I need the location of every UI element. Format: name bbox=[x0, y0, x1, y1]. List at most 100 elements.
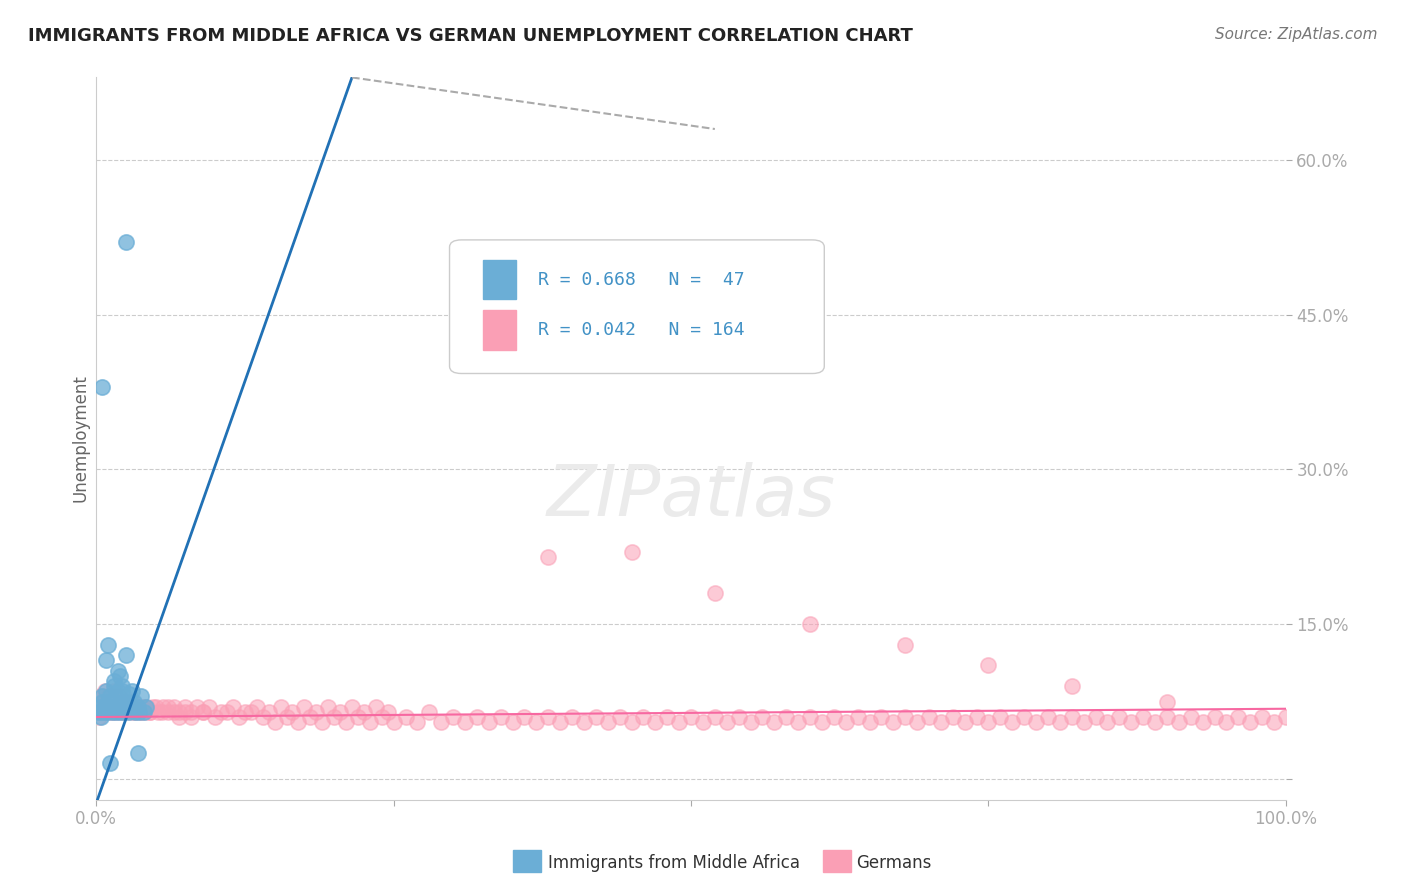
Point bbox=[107, 699, 129, 714]
Text: ZIPatlas: ZIPatlas bbox=[547, 462, 835, 531]
Point bbox=[478, 715, 501, 730]
Point bbox=[353, 705, 375, 719]
Point bbox=[1144, 715, 1167, 730]
Point bbox=[596, 715, 619, 730]
Point bbox=[763, 715, 786, 730]
Point bbox=[977, 658, 1000, 673]
Point bbox=[94, 684, 117, 698]
Point bbox=[703, 710, 725, 724]
Point bbox=[91, 705, 114, 719]
Point bbox=[548, 715, 571, 730]
Point bbox=[633, 710, 655, 724]
Point bbox=[97, 694, 120, 708]
Point bbox=[129, 705, 152, 719]
Point bbox=[104, 705, 127, 719]
Point bbox=[118, 705, 141, 719]
Point bbox=[98, 699, 121, 714]
Point bbox=[1215, 715, 1237, 730]
Point bbox=[370, 710, 392, 724]
Point bbox=[107, 694, 129, 708]
Point bbox=[96, 694, 118, 708]
Point bbox=[89, 699, 111, 714]
Point bbox=[441, 710, 464, 724]
Point bbox=[716, 715, 738, 730]
Point bbox=[335, 715, 357, 730]
Point bbox=[811, 715, 834, 730]
Point bbox=[110, 694, 132, 708]
Point bbox=[146, 705, 169, 719]
Point bbox=[112, 690, 135, 704]
Point bbox=[115, 699, 138, 714]
Point bbox=[1156, 694, 1178, 708]
Point bbox=[86, 705, 108, 719]
Point bbox=[180, 705, 202, 719]
Point bbox=[117, 694, 139, 708]
Point bbox=[90, 710, 112, 724]
Point bbox=[430, 715, 453, 730]
Point bbox=[1060, 679, 1083, 693]
Point bbox=[585, 710, 607, 724]
Point bbox=[1191, 715, 1213, 730]
Point bbox=[311, 715, 333, 730]
Point bbox=[115, 235, 138, 250]
Point bbox=[858, 715, 880, 730]
Point bbox=[692, 715, 714, 730]
Point bbox=[152, 699, 174, 714]
Point bbox=[287, 715, 309, 730]
Point bbox=[644, 715, 666, 730]
Point bbox=[668, 715, 690, 730]
Point bbox=[103, 690, 125, 704]
Point bbox=[1073, 715, 1095, 730]
Point bbox=[609, 710, 631, 724]
Point bbox=[228, 710, 250, 724]
Point bbox=[406, 715, 429, 730]
Point bbox=[156, 705, 179, 719]
Point bbox=[263, 715, 285, 730]
Point bbox=[122, 699, 145, 714]
Point bbox=[97, 638, 120, 652]
Point bbox=[145, 699, 167, 714]
Point bbox=[1121, 715, 1143, 730]
Point bbox=[103, 673, 125, 688]
Point bbox=[135, 699, 157, 714]
Point bbox=[150, 705, 173, 719]
Point bbox=[329, 705, 352, 719]
Point bbox=[679, 710, 702, 724]
Point bbox=[198, 699, 221, 714]
Point bbox=[103, 684, 125, 698]
Point bbox=[94, 653, 117, 667]
Point bbox=[1001, 715, 1024, 730]
Point bbox=[418, 705, 440, 719]
Point bbox=[905, 715, 928, 730]
Point bbox=[222, 699, 245, 714]
Point bbox=[620, 715, 643, 730]
Point bbox=[323, 710, 346, 724]
Point bbox=[620, 545, 643, 559]
Point bbox=[91, 694, 114, 708]
Point bbox=[252, 710, 274, 724]
Point bbox=[1251, 710, 1274, 724]
Point bbox=[193, 705, 215, 719]
Point bbox=[127, 746, 149, 760]
Point bbox=[96, 705, 118, 719]
Point bbox=[347, 710, 370, 724]
Point bbox=[751, 710, 773, 724]
Point bbox=[127, 699, 149, 714]
Text: Immigrants from Middle Africa: Immigrants from Middle Africa bbox=[548, 854, 800, 871]
Point bbox=[799, 617, 821, 632]
Point bbox=[740, 715, 762, 730]
Text: Source: ZipAtlas.com: Source: ZipAtlas.com bbox=[1215, 27, 1378, 42]
Point bbox=[103, 679, 125, 693]
Point bbox=[966, 710, 988, 724]
Point bbox=[1012, 710, 1035, 724]
Point bbox=[1084, 710, 1107, 724]
Point bbox=[91, 690, 114, 704]
Point bbox=[239, 705, 262, 719]
Point bbox=[100, 705, 122, 719]
Point bbox=[162, 699, 184, 714]
Point bbox=[118, 687, 141, 701]
Point bbox=[124, 705, 146, 719]
Point bbox=[703, 586, 725, 600]
Text: Germans: Germans bbox=[856, 854, 932, 871]
Point bbox=[127, 699, 149, 714]
